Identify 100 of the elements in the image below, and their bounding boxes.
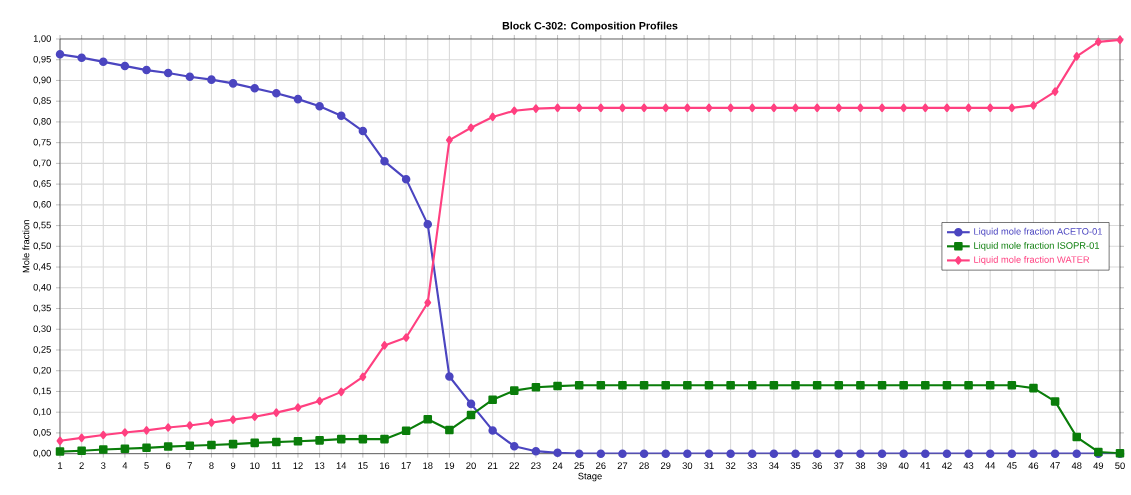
point [488,426,497,435]
point [510,386,519,395]
y-tick-label: 0,55 [33,221,51,230]
point [99,430,107,440]
point [596,449,606,458]
y-tick-label: 0,70 [33,159,51,168]
x-tick-label: 34 [769,462,779,469]
point [163,442,173,451]
point [55,447,65,456]
point [683,449,692,458]
point [813,103,821,113]
point [856,103,864,113]
point [402,333,410,342]
x-tick-label: 19 [444,462,455,469]
x-tick-label: 46 [1028,462,1039,469]
point [618,380,627,390]
point [272,89,281,98]
x-tick-label: 13 [315,462,325,469]
point [812,380,822,390]
point [1007,380,1017,390]
x-tick-label: 35 [790,462,801,469]
point [207,75,216,84]
point [964,380,973,390]
y-tick-label: 0,65 [33,180,51,188]
point [942,449,952,458]
point [877,449,887,458]
point [207,418,215,427]
x-tick-label: 26 [596,462,606,469]
x-tick-label: 6 [166,462,171,469]
point [207,440,216,450]
y-tick-label: 0,20 [33,366,51,375]
point [1007,449,1017,458]
point [185,441,195,451]
point [965,103,973,113]
point [186,421,194,430]
x-tick-label: 40 [898,462,909,469]
x-tick-label: 9 [230,462,236,469]
point [705,103,713,113]
point [964,449,973,458]
y-tick-label: 0,90 [33,76,51,85]
x-tick-label: 45 [1006,462,1017,469]
point [164,423,172,432]
x-tick-label: 20 [466,462,476,469]
x-tick-label: 36 [812,462,822,469]
y-tick-label: 0,85 [33,97,51,106]
point [510,441,519,451]
point [228,79,238,88]
point [163,68,173,78]
x-tick-label: 10 [250,462,260,469]
point [1050,449,1060,458]
y-tick-label: 0,00 [33,449,51,458]
x-tick-label: 43 [963,462,974,469]
y-tick-label: 0,30 [33,325,51,334]
point [1094,37,1102,47]
y-tick-label: 0,60 [33,201,51,209]
x-tick-label: 24 [552,462,563,469]
point [142,443,151,453]
x-tick-label: 5 [144,462,149,469]
x-tick-label: 42 [941,462,952,469]
x-tick-label: 16 [380,462,390,469]
point [120,61,130,71]
point [683,103,691,113]
point [424,298,432,307]
point [531,446,541,456]
y-tick-label: 0,95 [33,55,51,64]
point [921,449,930,458]
x-tick-label: 21 [487,462,498,469]
point [293,436,303,446]
x-tick-label: 12 [293,462,303,469]
point [250,84,259,93]
point [466,410,476,420]
x-tick-label: 14 [336,462,347,469]
point [877,380,887,390]
point [1116,35,1124,45]
point [835,103,843,113]
point [1072,432,1081,442]
point [510,106,518,115]
point [120,444,130,453]
point [792,103,799,113]
point [294,403,302,412]
x-tick-label: 17 [401,462,411,469]
point [1008,103,1016,113]
x-tick-label: 2 [79,462,84,469]
x-tick-label: 15 [358,462,368,469]
point [77,446,86,456]
x-tick-label: 48 [1071,462,1082,469]
point [769,449,779,458]
x-tick-label: 44 [985,462,996,469]
point [78,433,86,443]
y-tick-label: 0,80 [33,118,51,126]
point [488,395,497,405]
point [704,380,714,390]
point [661,449,670,458]
point [1051,87,1059,96]
point [358,434,368,444]
point [358,126,368,136]
x-tick-label: 39 [877,462,887,469]
point [466,399,476,409]
x-tick-label: 31 [704,462,714,469]
point [272,408,280,417]
